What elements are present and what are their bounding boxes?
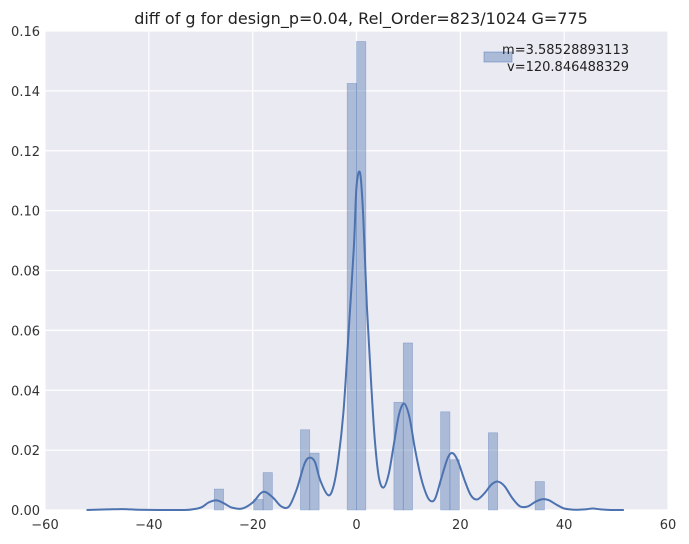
y-axis: 0.00 0.02 0.04 0.06 0.08 0.10 0.12 0.14 0.16 [11,25,40,519]
y-tick-label: 0.06 [11,324,40,339]
kde-line [86,170,624,511]
histogram-bar [449,459,460,511]
histogram-bar [440,411,451,511]
x-tick-label: −60 [31,518,58,533]
x-tick-label: −40 [135,518,162,533]
histogram-bar [213,488,224,511]
legend-label-variance: v=120.846488329 [507,60,629,75]
histogram-bar [309,452,320,511]
x-tick-label: −20 [239,518,266,533]
legend: m=3.58528893113 v=120.846488329 [483,43,629,75]
legend-label-mean: m=3.58528893113 [502,43,629,58]
histogram-bar [356,41,367,511]
histogram-bar [253,499,264,511]
y-tick-label: 0.08 [11,265,40,280]
legend-swatch [483,51,513,63]
y-tick-label: 0.04 [11,384,40,399]
chart-title: diff of g for design_p=0.04, Rel_Order=8… [134,9,588,29]
y-tick-label: 0.10 [11,205,40,220]
y-tick-label: 0.14 [11,85,40,100]
x-tick-label: 60 [660,518,677,533]
histogram-bar [402,342,413,511]
y-tick-label: 0.16 [11,25,40,40]
histogram-bar [534,481,545,511]
x-axis: −60 −40 −20 0 20 40 60 [31,518,676,533]
x-tick-label: 40 [556,518,573,533]
x-tick-label: 0 [352,518,360,533]
y-tick-label: 0.12 [11,145,40,160]
kde-layer [86,170,624,511]
x-tick-label: 20 [452,518,469,533]
y-tick-label: 0.00 [11,504,40,519]
histogram-bar [300,429,311,511]
histogram-bar [488,432,499,511]
y-tick-label: 0.02 [11,444,40,459]
histogram-bar [393,401,404,511]
